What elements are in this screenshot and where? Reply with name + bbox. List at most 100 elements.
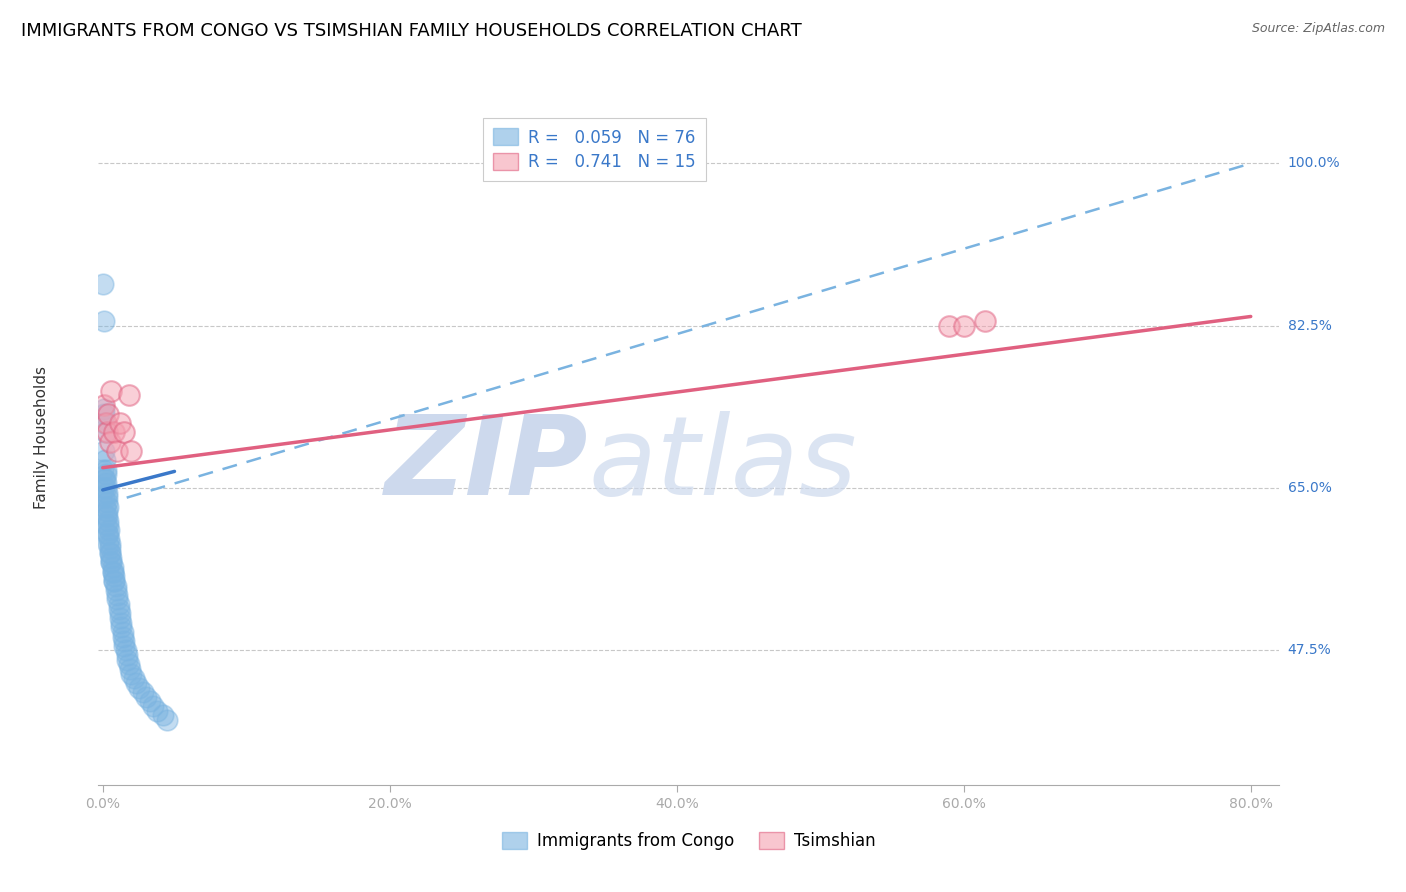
Point (124, 671, 146, 685)
Point (108, 607, 131, 621)
Point (101, 560, 124, 574)
Text: ZIP: ZIP (385, 411, 589, 518)
Legend: Immigrants from Congo, Tsimshian: Immigrants from Congo, Tsimshian (492, 822, 886, 860)
Text: 100.0%: 100.0% (1288, 156, 1340, 170)
Point (112, 634, 135, 648)
Point (128, 681, 150, 695)
Point (96, 476, 118, 491)
Point (96, 425, 118, 440)
Point (96, 527, 118, 541)
Point (132, 685, 155, 699)
Text: 47.5%: 47.5% (1288, 643, 1331, 657)
Point (94, 472, 117, 486)
Point (100, 555, 122, 569)
Point (142, 699, 165, 714)
Point (114, 643, 136, 657)
Point (94, 508, 117, 523)
Point (93, 491, 115, 505)
Point (93, 416, 115, 430)
Point (108, 416, 131, 430)
Text: atlas: atlas (589, 411, 858, 518)
Point (103, 425, 125, 440)
Point (101, 565, 124, 579)
Point (96, 491, 118, 505)
Point (94, 462, 117, 476)
Point (97, 407, 120, 421)
Point (120, 444, 142, 458)
Point (94, 453, 117, 467)
Point (105, 592, 128, 607)
Point (952, 318, 974, 333)
Point (135, 690, 157, 704)
Point (112, 639, 135, 653)
Point (97, 527, 120, 541)
Point (98, 541, 121, 556)
Point (938, 318, 960, 333)
Point (110, 620, 132, 634)
Point (101, 565, 124, 579)
Point (98, 546, 121, 560)
Point (96, 495, 118, 509)
Point (103, 574, 125, 588)
Point (115, 648, 138, 662)
Point (974, 314, 997, 328)
Point (93, 472, 115, 486)
Point (112, 425, 135, 440)
Point (98, 434, 121, 449)
Text: Source: ZipAtlas.com: Source: ZipAtlas.com (1251, 22, 1385, 36)
Point (93, 398, 115, 412)
Point (107, 597, 129, 611)
Point (94, 467, 117, 482)
Point (111, 630, 134, 644)
Point (93, 444, 115, 458)
Point (97, 537, 120, 551)
Point (100, 555, 122, 569)
Text: 82.5%: 82.5% (1288, 318, 1331, 333)
Point (100, 384, 122, 398)
Point (93, 277, 115, 291)
Point (104, 578, 127, 592)
Point (97, 514, 120, 528)
Point (93, 462, 115, 476)
Point (94, 425, 117, 440)
Point (93, 314, 115, 328)
Point (139, 694, 162, 708)
Point (97, 518, 120, 533)
Point (120, 666, 142, 681)
Point (105, 444, 128, 458)
Point (103, 569, 125, 583)
Point (94, 416, 117, 430)
Point (96, 485, 118, 500)
Point (96, 504, 118, 518)
Point (152, 708, 174, 723)
Point (97, 500, 120, 514)
Point (117, 388, 139, 402)
Point (118, 662, 141, 676)
Point (94, 481, 117, 495)
Point (100, 550, 122, 565)
Point (117, 657, 139, 672)
Point (98, 532, 121, 546)
Point (115, 653, 138, 667)
Point (93, 402, 115, 417)
Point (110, 615, 132, 630)
Text: IMMIGRANTS FROM CONGO VS TSIMSHIAN FAMILY HOUSEHOLDS CORRELATION CHART: IMMIGRANTS FROM CONGO VS TSIMSHIAN FAMIL… (21, 22, 801, 40)
Point (107, 601, 129, 615)
Point (108, 611, 131, 625)
Point (93, 407, 115, 421)
Point (97, 523, 120, 537)
Point (105, 588, 128, 602)
Point (98, 546, 121, 560)
Point (96, 518, 118, 533)
Text: 65.0%: 65.0% (1288, 481, 1331, 495)
Point (111, 624, 134, 639)
Text: Family Households: Family Households (34, 366, 49, 508)
Point (96, 508, 118, 523)
Point (103, 574, 125, 588)
Point (146, 704, 169, 718)
Point (94, 500, 117, 514)
Point (98, 537, 121, 551)
Point (104, 583, 127, 598)
Point (156, 713, 179, 727)
Point (93, 481, 115, 495)
